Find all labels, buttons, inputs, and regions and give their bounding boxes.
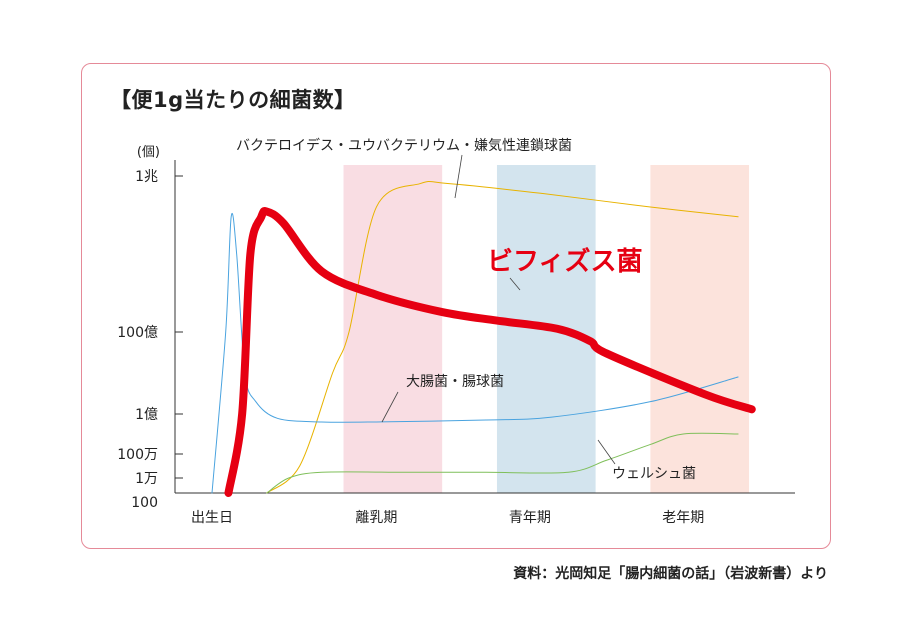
- y-tick-label: 1万: [135, 471, 158, 487]
- series-line-2: [211, 213, 739, 494]
- series-label-1: ビフィズス菌: [487, 246, 642, 277]
- band-老年期: [650, 165, 750, 493]
- y-tick-label: 1億: [135, 407, 158, 423]
- x-stage-label: 老年期: [662, 510, 704, 526]
- series-line-3: [266, 432, 739, 494]
- source-note: 資料：光岡知足「腸内細菌の話」（岩波新書）より: [513, 566, 828, 582]
- y-tick-label: 100万: [117, 447, 158, 463]
- series-line-0: [224, 206, 756, 497]
- series-line-1: [266, 180, 739, 494]
- chart-labels: バクテロイデス・ユウバクテリウム・嫌気性連鎖球菌ビフィズス菌大腸菌・腸球菌ウェル…: [236, 137, 696, 482]
- y-tick-label: 1兆: [135, 169, 158, 185]
- annotation-leader: [597, 439, 616, 465]
- series-lines: [211, 180, 756, 497]
- y-tick-label: 100億: [117, 325, 158, 341]
- y-unit-label: (個): [137, 145, 160, 160]
- annotation-leader: [509, 277, 521, 291]
- chart-title: 【便1g当たりの細菌数】: [110, 88, 356, 112]
- annotation-leader: [381, 391, 399, 423]
- series-label-0: バクテロイデス・ユウバクテリウム・嫌気性連鎖球菌: [236, 137, 572, 154]
- series-label-3: ウェルシュ菌: [612, 466, 696, 482]
- y-tick-label: 100: [131, 495, 158, 511]
- band-離乳期: [343, 165, 443, 493]
- axes: (個) 1兆 100億 1億 100万 1万 100 出生日 離乳期 青年期 老年期: [117, 145, 795, 526]
- annotation-leader: [454, 154, 463, 199]
- chart-frame: [81, 63, 831, 549]
- x-stage-label: 出生日: [191, 510, 233, 526]
- x-stage-label: 青年期: [509, 510, 551, 526]
- series-label-2: 大腸菌・腸球菌: [406, 374, 504, 390]
- x-stage-label: 離乳期: [355, 509, 397, 526]
